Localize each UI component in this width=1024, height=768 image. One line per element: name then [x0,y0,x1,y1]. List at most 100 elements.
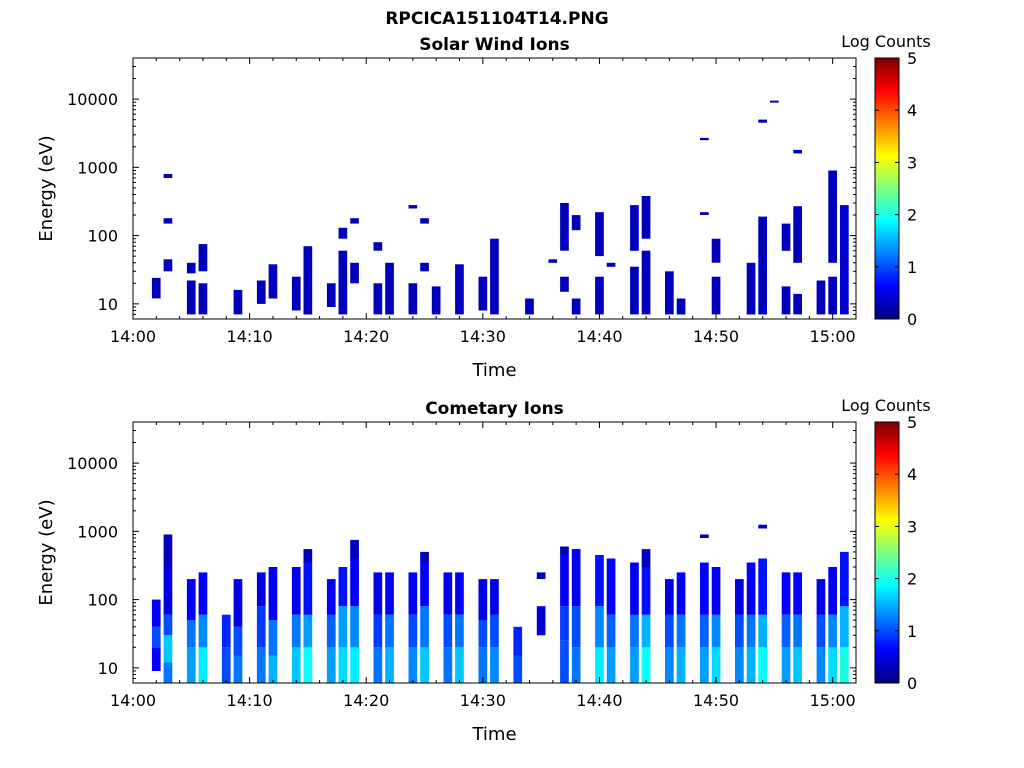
x-tick-label: 14:00 [110,691,156,710]
y-tick-label: 100 [87,227,118,246]
colorbar-label: Log Counts [841,32,931,51]
data-cell [163,662,173,683]
data-cell [233,626,243,656]
y-axis-label: Energy (eV) [36,135,57,241]
data-cell [455,572,464,615]
data-cell [478,647,488,683]
data-cell [840,606,849,648]
data-cell [700,562,709,615]
x-tick-label: 14:40 [576,691,622,710]
colorbar-tick-label: 3 [907,153,917,172]
x-tick-label: 14:20 [343,691,389,710]
data-cell [641,549,651,568]
colorbar-tick-label: 4 [907,101,917,120]
data-cell [665,579,674,615]
data-cell [840,551,849,607]
data-cell [548,259,558,263]
data-cell [151,277,161,299]
x-tick-label: 14:00 [110,327,156,346]
data-cell [408,283,418,315]
data-cell [606,262,616,267]
y-axis-label: Energy (eV) [36,499,57,605]
data-cell [571,549,581,607]
data-cell [560,606,569,641]
data-cell [711,567,721,615]
y-tick-label: 1000 [77,522,118,541]
data-cell [793,149,802,154]
data-cell [326,579,336,615]
x-tick-label: 15:00 [810,691,856,710]
data-cell [326,614,336,648]
data-cell [186,579,196,621]
data-cell [665,614,674,648]
data-cell [513,655,523,683]
data-cell [595,606,604,648]
data-cell [408,205,418,209]
data-cell [443,647,453,683]
data-cell [256,606,266,648]
data-cell [420,606,429,648]
data-cell [676,298,686,315]
data-cell [163,534,173,568]
data-cell [571,647,581,683]
data-cell [373,614,383,648]
data-cell [151,647,161,671]
data-cell [793,206,802,263]
panels: Solar Wind Ions 14:00 14:10 14:20 14:30 14:40… [36,32,931,745]
data-cell [571,298,581,315]
data-cell [490,647,499,683]
colorbar-tick-label: 5 [907,49,917,68]
data-cell [303,647,313,683]
data-cell [630,562,639,615]
data-cell [641,567,651,615]
data-cell [420,218,429,224]
data-cell [291,647,301,683]
data-cell [385,647,394,683]
plot-frame [132,57,857,320]
data-cell [408,572,418,615]
data-cell [490,238,499,315]
data-cell [746,262,756,315]
data-cell [420,562,429,607]
y-tick-label: 1000 [77,158,118,177]
data-cell [256,572,266,607]
panel-title: Cometary Ions [425,399,564,419]
data-cell [198,614,208,648]
data-cell [338,647,348,683]
data-cell [711,614,721,648]
data-cell [268,620,278,656]
data-cell [443,572,453,615]
data-cell [373,283,383,315]
data-cell [758,119,767,123]
data-cell [303,549,313,563]
data-cell [408,614,418,648]
data-cell [221,647,231,683]
data-cell [385,262,394,315]
colorbar-tick-label: 0 [907,674,917,693]
data-cell [816,579,826,615]
colorbar-tick-label: 3 [907,517,917,536]
data-cell [338,227,348,239]
data-cell [420,647,429,683]
data-cell [711,647,721,683]
data-cell [198,283,208,315]
data-cell [186,647,196,683]
data-cell [221,614,231,648]
x-tick-label: 14:40 [576,327,622,346]
data-cell [560,203,569,251]
colorbar-label: Log Counts [841,396,931,415]
data-cell [758,524,767,529]
data-cell [350,262,359,284]
data-cell [560,276,569,292]
data-cell [793,647,802,683]
data-cell [828,647,837,683]
data-cell [630,205,639,251]
data-cell [641,614,651,648]
data-cell [630,647,639,683]
data-cell [700,212,709,215]
data-cell [303,614,313,648]
x-tick-label: 15:00 [810,327,856,346]
data-cell [163,567,173,615]
x-tick-label: 14:50 [693,691,739,710]
